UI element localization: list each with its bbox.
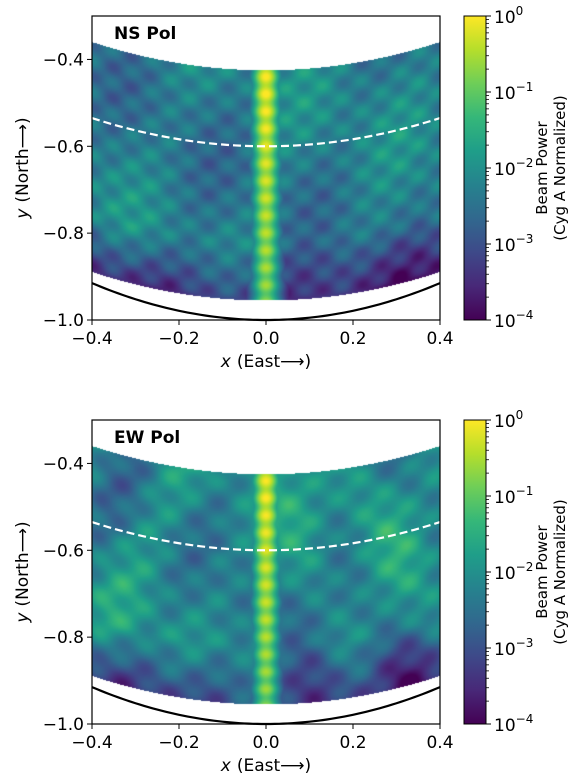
- colorbar-tick-base: 10: [494, 236, 516, 256]
- colorbar-label-line2: (Cyg A Normalized): [551, 499, 569, 644]
- y-tick-label: −0.4: [43, 50, 84, 70]
- x-axis-description: (East⟶): [237, 756, 311, 774]
- colorbar-tick-exponent: −3: [516, 232, 534, 246]
- panel-title: EW Pol: [114, 428, 180, 448]
- colorbar-tick-base: 10: [494, 8, 516, 28]
- colorbar-tick-exponent: 0: [516, 4, 524, 18]
- x-axis-label: x (East⟶): [220, 352, 311, 372]
- x-axis-label: x (East⟶): [220, 756, 311, 774]
- x-axis-description: (East⟶): [237, 352, 311, 372]
- colorbar-tick-base: 10: [494, 84, 516, 104]
- colorbar-tick-base: 10: [494, 412, 516, 432]
- x-tick-label: −0.2: [158, 329, 199, 349]
- y-tick-label: −1.0: [43, 715, 84, 735]
- dashed-reference-curve: [91, 117, 441, 148]
- x-tick-label: 0.0: [252, 733, 279, 753]
- panel-ns-pol: NS Pol −0.4 −0.2 0.0 0.2 0.4 −1.0 −0.8 −0.6 −0.4 x…: [13, 4, 569, 372]
- colorbar-tick-exponent: −1: [516, 80, 534, 94]
- y-axis-variable: y: [13, 612, 33, 624]
- colorbar-tick-base: 10: [494, 312, 516, 332]
- x-tick-label: 0.4: [426, 329, 453, 349]
- x-tick-label: −0.4: [71, 733, 112, 753]
- colorbar-label-line1: Beam Power: [533, 120, 551, 214]
- y-axis-label: y (North⟶): [13, 117, 33, 219]
- colorbar-label-line1: Beam Power: [533, 524, 551, 618]
- colorbar-tick-label: 10−2: [494, 156, 533, 180]
- y-tick-label: −0.8: [43, 628, 84, 648]
- y-tick-label: −0.6: [43, 541, 84, 561]
- colorbar-tick-label: 10−1: [494, 484, 533, 508]
- colorbar-tick-label: 10−2: [494, 560, 533, 584]
- colorbar-tick-label: 10−4: [494, 308, 533, 332]
- y-tick-label: −1.0: [43, 311, 84, 331]
- y-tick-label: −0.6: [43, 137, 84, 157]
- colorbar-tick-base: 10: [494, 160, 516, 180]
- colorbar-tick-label: 10−1: [494, 80, 533, 104]
- colorbar-tick-exponent: −2: [516, 156, 534, 170]
- y-axis-description: (North⟶): [13, 117, 33, 202]
- colorbar: [463, 419, 487, 725]
- colorbar-tick-exponent: −2: [516, 560, 534, 574]
- colorbar-tick-base: 10: [494, 640, 516, 660]
- colorbar-tick-exponent: 0: [516, 408, 524, 422]
- y-axis-variable: y: [13, 208, 33, 220]
- colorbar-tick-label: 100: [494, 408, 523, 432]
- colorbar-label-line2: (Cyg A Normalized): [551, 95, 569, 240]
- colorbar-tick-base: 10: [494, 488, 516, 508]
- colorbar: [463, 15, 487, 321]
- colorbar-tick-exponent: −4: [516, 712, 534, 726]
- panel-ew-pol: EW Pol −0.4 −0.2 0.0 0.2 0.4 −1.0 −0.8 −0.6 −0.4 x…: [13, 408, 569, 774]
- colorbar-tick-label: 10−3: [494, 636, 533, 660]
- colorbar-tick-label: 10−3: [494, 232, 533, 256]
- colorbar-tick-exponent: −3: [516, 636, 534, 650]
- x-tick-label: −0.2: [158, 733, 199, 753]
- y-axis-description: (North⟶): [13, 521, 33, 606]
- x-tick-label: 0.4: [426, 733, 453, 753]
- y-tick-label: −0.8: [43, 224, 84, 244]
- x-tick-label: 0.2: [339, 329, 366, 349]
- y-axis-label: y (North⟶): [13, 521, 33, 623]
- beam-heatmap: [92, 420, 440, 724]
- x-tick-label: 0.0: [252, 329, 279, 349]
- colorbar-tick-label: 100: [494, 4, 523, 28]
- beam-heatmap: [92, 16, 440, 320]
- colorbar-tick-exponent: −4: [516, 308, 534, 322]
- x-tick-label: 0.2: [339, 733, 366, 753]
- colorbar-tick-base: 10: [494, 564, 516, 584]
- colorbar-tick-base: 10: [494, 716, 516, 736]
- x-axis-variable: x: [220, 352, 232, 372]
- panel-title: NS Pol: [114, 24, 176, 44]
- x-axis-variable: x: [220, 756, 232, 774]
- y-tick-label: −0.4: [43, 454, 84, 474]
- dashed-reference-curve: [91, 521, 441, 552]
- x-tick-label: −0.4: [71, 329, 112, 349]
- colorbar-tick-label: 10−4: [494, 712, 533, 736]
- colorbar-tick-exponent: −1: [516, 484, 534, 498]
